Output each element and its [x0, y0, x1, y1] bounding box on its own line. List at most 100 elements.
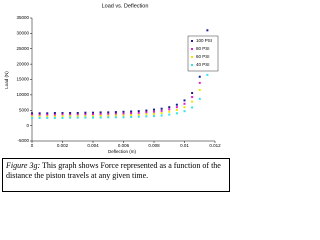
- y-tick-label: 30000: [16, 31, 29, 36]
- marker: [130, 114, 133, 117]
- marker: [31, 116, 33, 119]
- x-tick-label: 0.002: [57, 143, 69, 148]
- legend-marker: [191, 56, 193, 58]
- marker: [145, 113, 148, 116]
- x-tick-label: 0.012: [209, 143, 221, 148]
- marker: [92, 115, 94, 118]
- marker: [76, 112, 79, 115]
- x-tick-label: 0.008: [148, 143, 160, 148]
- marker: [160, 107, 163, 110]
- marker: [61, 112, 64, 115]
- marker: [153, 110, 155, 113]
- marker: [145, 115, 148, 118]
- legend-label: 40 PSI: [196, 62, 210, 67]
- legend-label: 80 PSI: [196, 46, 210, 51]
- marker: [145, 109, 148, 112]
- marker: [206, 29, 209, 32]
- marker: [153, 115, 155, 118]
- marker: [38, 115, 41, 118]
- page: Load vs. Deflection Deflection (m) Load …: [2, 3, 230, 192]
- marker: [160, 109, 163, 112]
- marker: [160, 112, 163, 115]
- marker: [198, 75, 201, 78]
- marker: [137, 115, 140, 118]
- marker: [130, 112, 133, 115]
- marker: [53, 113, 56, 116]
- y-tick-label: 10000: [16, 92, 29, 97]
- marker: [137, 112, 140, 115]
- marker: [38, 116, 41, 119]
- legend-marker: [191, 40, 193, 42]
- x-tick-label: 0.006: [118, 143, 130, 148]
- marker: [61, 115, 64, 118]
- marker: [46, 116, 49, 119]
- marker: [53, 116, 56, 119]
- y-tick-label: 15000: [16, 77, 29, 82]
- marker: [114, 112, 117, 115]
- marker: [114, 116, 117, 119]
- marker: [107, 112, 110, 115]
- marker: [130, 110, 133, 113]
- marker: [168, 113, 171, 116]
- marker: [198, 88, 201, 91]
- marker: [130, 116, 133, 119]
- marker: [99, 116, 102, 119]
- caption-label: Figure 3g:: [6, 161, 41, 170]
- marker: [99, 111, 102, 114]
- marker: [198, 97, 201, 100]
- marker: [84, 113, 87, 116]
- marker: [92, 113, 94, 116]
- marker: [191, 106, 194, 109]
- marker: [31, 115, 33, 118]
- marker: [92, 116, 94, 119]
- chart-title: Load vs. Deflection: [102, 3, 149, 9]
- marker: [38, 112, 41, 115]
- marker: [153, 108, 155, 111]
- marker: [183, 106, 186, 109]
- marker: [76, 113, 79, 116]
- marker: [92, 111, 94, 114]
- marker: [107, 114, 110, 117]
- marker: [61, 113, 64, 116]
- marker: [114, 111, 117, 114]
- marker: [122, 116, 125, 119]
- marker: [46, 115, 49, 118]
- marker: [137, 110, 140, 113]
- marker: [107, 111, 110, 114]
- y-tick-label: 35000: [16, 15, 29, 20]
- marker: [69, 113, 72, 116]
- marker: [183, 110, 186, 113]
- marker: [168, 108, 171, 111]
- marker: [107, 116, 110, 119]
- marker: [122, 114, 125, 117]
- marker: [99, 114, 102, 117]
- marker: [168, 110, 171, 113]
- marker: [76, 115, 79, 118]
- marker: [153, 112, 155, 115]
- marker: [114, 114, 117, 117]
- marker: [53, 112, 56, 115]
- marker: [206, 73, 209, 76]
- marker: [137, 113, 140, 116]
- legend-label: 100 PSI: [196, 38, 212, 43]
- marker: [191, 92, 194, 95]
- x-tick-label: 0: [31, 143, 34, 148]
- marker: [69, 115, 72, 118]
- marker: [46, 112, 49, 115]
- marker: [191, 100, 194, 103]
- caption: Figure 3g: This graph shows Force repres…: [2, 158, 230, 192]
- marker: [191, 96, 194, 99]
- x-tick-label: 0.01: [180, 143, 189, 148]
- legend-label: 60 PSI: [196, 54, 210, 59]
- marker: [46, 113, 49, 116]
- marker: [160, 114, 163, 117]
- marker: [122, 110, 125, 113]
- marker: [175, 112, 178, 115]
- marker: [183, 102, 186, 105]
- y-tick-label: 0: [26, 123, 29, 128]
- marker: [31, 113, 33, 116]
- marker: [61, 116, 64, 119]
- chart: Load vs. Deflection Deflection (m) Load …: [4, 3, 221, 154]
- marker: [198, 81, 201, 84]
- marker: [175, 103, 178, 106]
